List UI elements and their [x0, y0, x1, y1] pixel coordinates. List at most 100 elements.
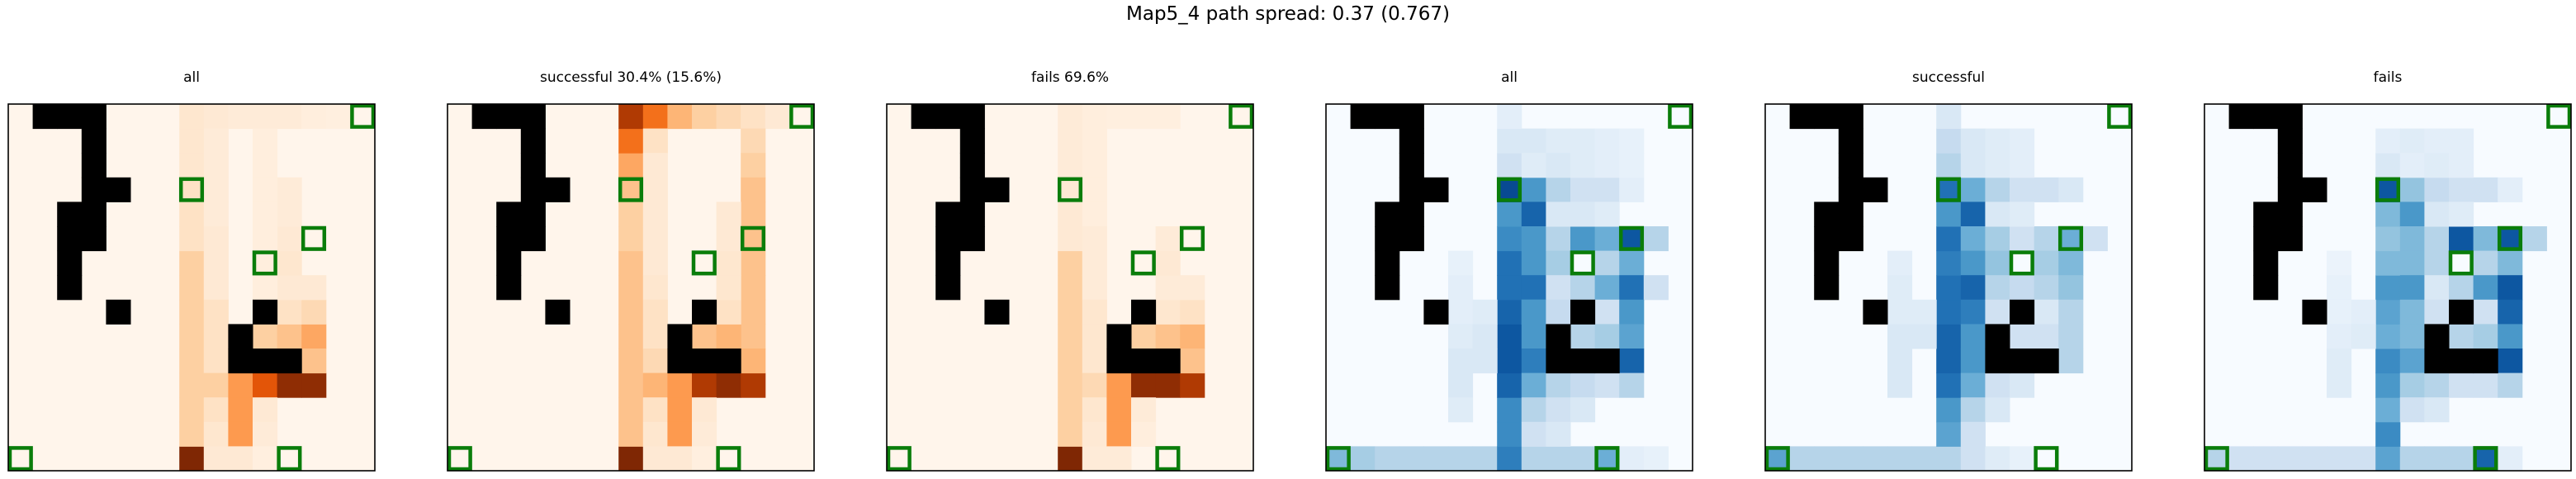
heat-cell: [741, 128, 766, 154]
obstacle-cell: [2253, 202, 2279, 227]
heat-cell: [2010, 275, 2035, 301]
heat-cell: [1887, 372, 1913, 398]
heat-cell: [1521, 324, 1546, 349]
obstacle-cell: [520, 226, 546, 252]
heat-cell: [1058, 128, 1083, 154]
heat-cell: [1643, 446, 1669, 472]
heat-cell: [1082, 299, 1107, 325]
heat-cell: [179, 153, 205, 178]
heat-cell: [2424, 397, 2450, 423]
goal-marker: [886, 446, 912, 472]
heat-cell: [1521, 275, 1546, 301]
heat-cell: [203, 299, 229, 325]
heat-cell: [2034, 177, 2059, 202]
heat-cell: [2449, 226, 2474, 252]
heat-cell: [2399, 397, 2425, 423]
heat-cell: [2058, 349, 2084, 374]
obstacle-cell: [2010, 349, 2035, 374]
heat-cell: [1546, 226, 1571, 252]
heat-cell: [1472, 299, 1498, 325]
heat-cell: [2498, 446, 2523, 472]
heat-cell: [1521, 153, 1546, 178]
heat-cell: [618, 128, 644, 154]
heat-cell: [1594, 202, 1620, 227]
heat-cell: [1058, 226, 1083, 252]
heat-cell: [1960, 226, 1986, 252]
heat-cell: [203, 372, 229, 398]
heat-cell: [642, 104, 668, 130]
heat-cell: [2399, 275, 2425, 301]
heat-cell: [1180, 324, 1205, 349]
heat-cell: [1497, 226, 1522, 252]
heat-cell: [1936, 177, 1962, 202]
heat-cell: [1448, 397, 1474, 423]
heat-cell: [1789, 446, 1815, 472]
heat-cell: [1155, 372, 1181, 398]
heat-cell: [1521, 446, 1546, 472]
heat-cell: [1985, 275, 2010, 301]
heat-cell: [2010, 446, 2035, 472]
heat-cell: [179, 128, 205, 154]
obstacle-cell: [935, 250, 961, 276]
goal-marker: [2448, 250, 2474, 276]
goal-marker: [2034, 446, 2059, 472]
heat-cell: [1497, 299, 1522, 325]
heat-cell: [716, 299, 741, 325]
obstacle-cell: [1399, 128, 1424, 154]
heat-cell: [2473, 275, 2498, 301]
panel-title: all: [1501, 69, 1518, 86]
heat-cell: [1911, 324, 1937, 349]
heat-cell: [1960, 324, 1986, 349]
heat-cell: [741, 104, 766, 130]
heat-cell: [1570, 372, 1596, 398]
heat-cell: [179, 226, 205, 252]
obstacle-cell: [1570, 299, 1596, 325]
obstacle-cell: [1838, 226, 1863, 252]
obstacle-cell: [471, 104, 497, 130]
goal-marker: [2107, 103, 2133, 129]
heat-cell: [2424, 177, 2450, 202]
heat-cell: [1546, 128, 1571, 154]
heat-cell: [1521, 226, 1546, 252]
heat-cell: [2351, 299, 2376, 325]
obstacle-cell: [935, 275, 961, 301]
obstacle-cell: [520, 202, 546, 227]
obstacle-cell: [81, 153, 107, 178]
goal-marker: [2473, 446, 2498, 472]
heat-cell: [1546, 446, 1571, 472]
heat-cell: [179, 299, 205, 325]
heat-cell: [1497, 446, 1522, 472]
obstacle-cell: [253, 349, 278, 374]
goal-marker: [1570, 250, 1595, 276]
panel-title: successful 30.4% (15.6%): [540, 69, 722, 86]
heat-cell: [1106, 446, 1132, 472]
heat-cell: [2498, 275, 2523, 301]
heat-cell: [741, 153, 766, 178]
heat-cell: [277, 275, 302, 301]
heat-cell: [2375, 324, 2401, 349]
heat-cell: [253, 128, 278, 154]
heat-cell: [1911, 446, 1937, 472]
heat-cell: [179, 104, 205, 130]
heat-cell: [2424, 226, 2450, 252]
heat-cell: [2424, 250, 2450, 276]
heat-cell: [1594, 324, 1620, 349]
heat-cell: [1594, 446, 1620, 472]
heat-cell: [2498, 349, 2523, 374]
heat-cell: [618, 275, 644, 301]
obstacle-cell: [1546, 349, 1571, 374]
heat-cell: [716, 202, 741, 227]
goal-marker: [1668, 103, 1693, 129]
heat-cell: [667, 446, 693, 472]
obstacle-cell: [1375, 202, 1400, 227]
obstacle-cell: [667, 349, 693, 374]
heat-cell: [253, 250, 278, 276]
heat-cell: [618, 421, 644, 447]
heat-cell: [2375, 275, 2401, 301]
obstacle-cell: [2473, 349, 2498, 374]
heat-cell: [2010, 324, 2035, 349]
heat-cell: [1546, 250, 1571, 276]
heat-cell: [2010, 153, 2035, 178]
heat-cell: [2327, 299, 2352, 325]
